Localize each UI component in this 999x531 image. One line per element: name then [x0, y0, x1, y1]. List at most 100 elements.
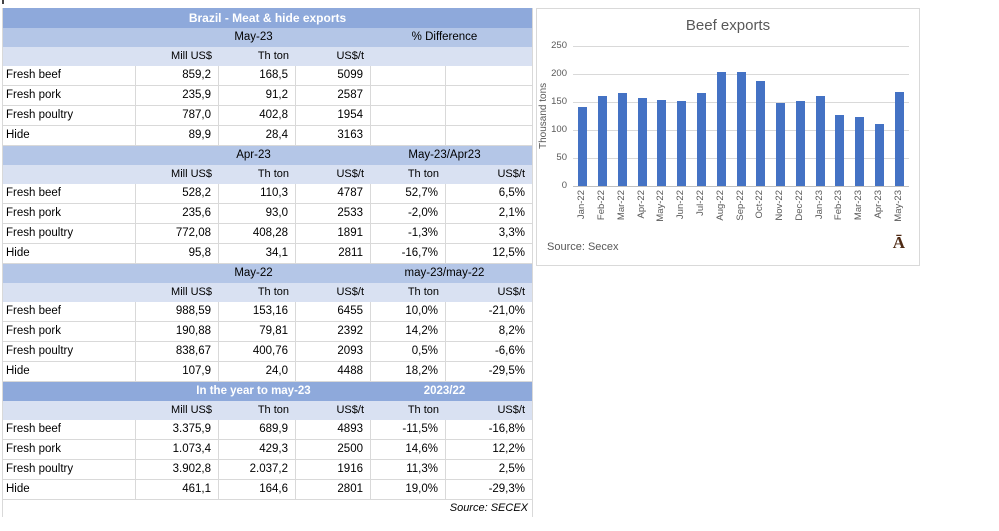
beef-exports-chart: Beef exports Thousand tons 0 50 100 150 200 2…: [536, 8, 920, 266]
spacer-cell: [3, 146, 136, 165]
x-tick-label: Aug-22: [714, 190, 726, 221]
value-cell: 400,76: [219, 342, 296, 362]
unit-cell: [3, 283, 136, 302]
row-label: Hide: [3, 362, 136, 382]
value-cell: 52,7%: [371, 184, 446, 204]
unit-cell: [3, 401, 136, 420]
value-cell: 787,0: [136, 106, 219, 126]
value-cell: 153,16: [219, 302, 296, 322]
unit-cell: US$/t: [497, 168, 525, 180]
value-cell: 95,8: [136, 244, 219, 264]
unit-cell: Th ton: [257, 50, 289, 62]
difference-label: May-23/Apr23: [408, 149, 481, 161]
row-label: Fresh pork: [3, 322, 136, 342]
value-cell: 5099: [296, 66, 371, 86]
value-cell: 11,3%: [371, 460, 446, 480]
value-cell: 1.073,4: [136, 440, 219, 460]
value-cell: 14,2%: [371, 322, 446, 342]
row-label: Fresh pork: [3, 440, 136, 460]
value-cell: [446, 106, 532, 126]
value-cell: 79,81: [219, 322, 296, 342]
value-cell: 24,0: [219, 362, 296, 382]
table-row: Fresh poultry 787,0 402,8 1954: [3, 106, 532, 126]
value-cell: 0,5%: [371, 342, 446, 362]
row-label: Fresh poultry: [3, 460, 136, 480]
unit-cell: Mill US$: [171, 168, 212, 180]
unit-cell: Th ton: [257, 168, 289, 180]
row-label: Hide: [3, 480, 136, 500]
table-source: Source: SECEX: [3, 500, 532, 517]
x-tick-label: Jan-22: [576, 190, 588, 220]
y-axis-label: Thousand tons: [538, 82, 549, 150]
value-cell: -29,5%: [446, 362, 532, 382]
value-cell: 4787: [296, 184, 371, 204]
value-cell: 4488: [296, 362, 371, 382]
x-tick-label: Feb-22: [596, 190, 608, 221]
value-cell: -1,3%: [371, 224, 446, 244]
value-cell: -16,8%: [446, 420, 532, 440]
value-cell: 3.375,9: [136, 420, 219, 440]
x-tick-label: May-22: [655, 190, 667, 222]
period-label: May-22: [234, 267, 273, 279]
bar-Feb-23: [835, 114, 845, 186]
bar-Feb-22: [598, 96, 608, 186]
spacer-cell: [3, 264, 136, 283]
value-cell: -11,5%: [371, 420, 446, 440]
value-cell: 93,0: [219, 204, 296, 224]
x-tick-label: Jan-23: [813, 190, 825, 220]
value-cell: 19,0%: [371, 480, 446, 500]
row-label: Fresh poultry: [3, 106, 136, 126]
y-tick-label: 200: [551, 68, 567, 79]
y-tick-label: 100: [551, 124, 567, 135]
table-sections: May-23 % Difference Mill US$ Th ton US$/t Fre…: [3, 28, 532, 500]
difference-label: % Difference: [411, 31, 478, 43]
value-cell: 110,3: [219, 184, 296, 204]
unit-cell: [3, 47, 136, 66]
section-header: May-23 % Difference: [3, 28, 532, 47]
exports-table: Brazil - Meat & hide exports May-23 % Dif…: [2, 8, 533, 517]
bar-Aug-22: [716, 72, 726, 186]
row-label: Fresh beef: [3, 420, 136, 440]
spacer-cell: [3, 28, 136, 47]
table-row: Fresh poultry 838,67 400,76 2093 0,5% -6,6%: [3, 342, 532, 362]
gridline: [573, 46, 909, 47]
unit-cell: Mill US$: [171, 50, 212, 62]
table-row: Hide 95,8 34,1 2811 -16,7% 12,5%: [3, 244, 532, 264]
value-cell: 28,4: [219, 126, 296, 146]
value-cell: 3.902,8: [136, 460, 219, 480]
unit-cell: Th ton: [407, 286, 439, 298]
table-row: Fresh beef 3.375,9 689,9 4893 -11,5% -16,8%: [3, 420, 532, 440]
value-cell: -16,7%: [371, 244, 446, 264]
spacer-cell: [3, 382, 136, 401]
table-row: Fresh beef 528,2 110,3 4787 52,7% 6,5%: [3, 184, 532, 204]
value-cell: 2093: [296, 342, 371, 362]
value-cell: 2811: [296, 244, 371, 264]
unit-cell: [446, 47, 532, 66]
x-tick-label: Apr-22: [635, 190, 647, 219]
value-cell: -21,0%: [446, 302, 532, 322]
unit-cell: [371, 47, 446, 66]
difference-label: 2023/22: [423, 385, 466, 397]
unit-cell: Th ton: [257, 404, 289, 416]
x-tick-label: Feb-23: [833, 190, 845, 221]
y-tick-label: 0: [561, 180, 567, 191]
difference-label: may-23/may-22: [404, 267, 485, 279]
value-cell: [446, 66, 532, 86]
bar-Apr-23: [874, 124, 884, 186]
value-cell: 2392: [296, 322, 371, 342]
section-header: May-22 may-23/may-22: [3, 264, 532, 283]
value-cell: 8,2%: [446, 322, 532, 342]
x-tick-label: Sep-22: [734, 190, 746, 221]
value-cell: 2801: [296, 480, 371, 500]
row-label: Fresh beef: [3, 184, 136, 204]
value-cell: 528,2: [136, 184, 219, 204]
value-cell: 1891: [296, 224, 371, 244]
unit-cell: [3, 165, 136, 184]
period-label: In the year to may-23: [196, 385, 311, 397]
value-cell: 14,6%: [371, 440, 446, 460]
unit-cell: US$/t: [497, 286, 525, 298]
bar-Jan-22: [578, 107, 588, 186]
units-row: Mill US$ Th ton US$/t Th ton US$/t: [3, 283, 532, 302]
table-row: Fresh beef 859,2 168,5 5099: [3, 66, 532, 86]
